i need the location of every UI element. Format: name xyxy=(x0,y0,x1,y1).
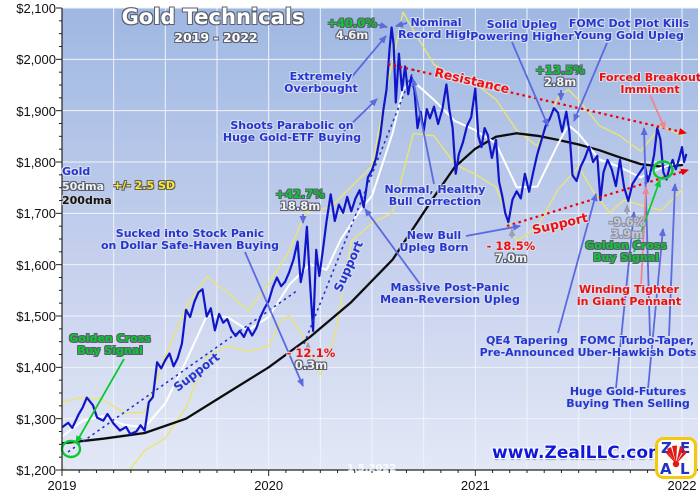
arrow-extremely-overbought xyxy=(349,35,387,80)
logo-fan-icon xyxy=(666,445,687,468)
arrow-golden-cross-right xyxy=(633,179,661,253)
arrow-nominal-record-high xyxy=(395,20,408,28)
series-dma50 xyxy=(62,80,683,438)
watermark-date: 1.5.2022 xyxy=(347,463,397,474)
series-band_lo xyxy=(62,132,683,470)
arrow-forced-breakout xyxy=(649,94,666,130)
arrow-fomc-turbo-1 xyxy=(640,127,651,337)
logo-letter-a: A xyxy=(660,460,672,478)
arrow-normal-correction xyxy=(410,78,435,185)
arrow-fomc-turbo-2 xyxy=(668,183,679,337)
arrow-gold-futures-1 xyxy=(615,211,637,389)
logo-letter-e: E xyxy=(680,439,690,457)
arrow-winding-tighter xyxy=(640,186,650,287)
arrow-pct40-to-peak xyxy=(374,21,388,29)
series-gold xyxy=(62,26,688,436)
arrow-fomc-dot-plot xyxy=(573,42,608,122)
arrow-solid-upleg xyxy=(511,41,549,127)
trendline-support-2020-uptrend xyxy=(303,68,415,345)
series-band_hi xyxy=(62,11,683,414)
logo-letter-z: Z xyxy=(661,439,672,457)
plot-background xyxy=(62,8,698,470)
golden-cross-circle-2021 xyxy=(652,160,674,180)
zeal-logo: Z E A L xyxy=(655,437,697,479)
arrow-qe4-tapering xyxy=(557,193,598,334)
trendline-support-2019-uptrend xyxy=(67,289,299,453)
series-dma200 xyxy=(62,132,684,445)
arrow-gold-futures-2 xyxy=(647,228,666,390)
logo-letter-l: L xyxy=(680,460,690,478)
arrow-new-bull-upleg xyxy=(465,223,521,237)
arrow-stock-panic xyxy=(244,251,304,387)
zeal-url-link[interactable]: www.ZealLLC.com xyxy=(492,443,666,463)
arrow-massive-upleg xyxy=(364,208,421,285)
arrow-shoots-parabolic xyxy=(343,98,378,132)
arrow-golden-cross-left xyxy=(75,358,125,444)
